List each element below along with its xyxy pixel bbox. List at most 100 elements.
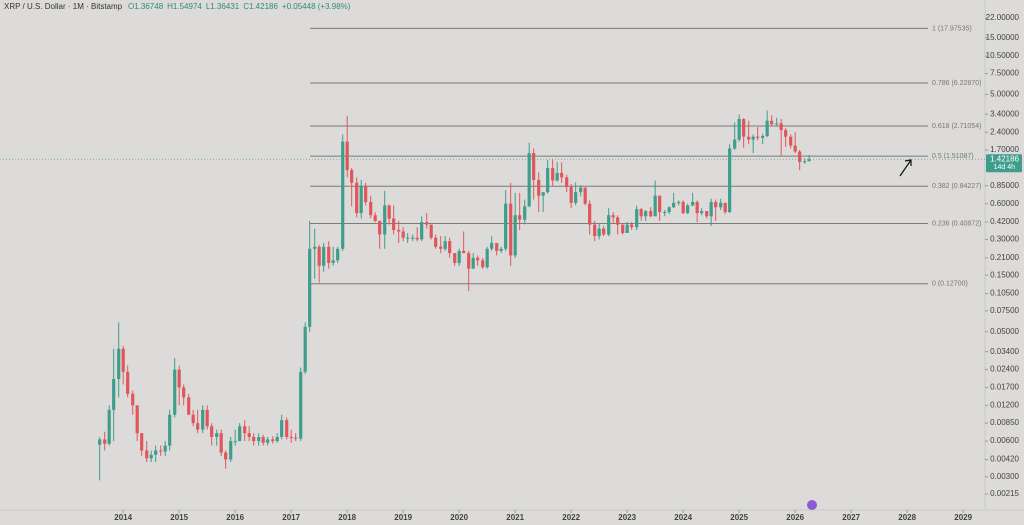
candle-body [331,260,335,263]
candle-body [532,153,536,180]
y-tick-label: 0.01700 [990,383,1019,392]
candle-body [406,237,410,239]
header-value: O1.36748 [128,2,164,11]
y-tick-label: 0.21000 [990,253,1019,262]
y-tick-label: 10.50000 [986,51,1020,60]
candle-body [481,260,485,268]
candle-body [658,195,662,213]
candle-body [555,172,559,181]
candle-body [121,348,125,372]
candle-body [569,186,573,203]
candle-body [224,452,228,460]
candle-body [182,387,186,398]
candle-body [574,192,578,203]
candle-body [154,450,158,455]
candle-body [350,170,354,183]
candle-body [425,222,429,225]
candle-body [700,211,704,214]
candle-body [107,409,111,444]
x-tick-label: 2022 [562,513,580,522]
candle-body [322,246,326,266]
candle-body [243,426,247,434]
y-tick-label: 0.05000 [990,327,1019,336]
candle-body [770,120,774,125]
y-tick-label: 0.01200 [990,400,1019,409]
candle-body [803,161,807,163]
y-tick-label: 7.50000 [990,69,1019,78]
candle-body [317,246,321,266]
fib-label: 0.382 (0.84227) [932,183,981,190]
candle-body [775,123,779,125]
candle-body [513,215,517,256]
candle-body [663,212,667,214]
candle-body [159,450,163,452]
header-value: L1.36431 [206,2,240,11]
fib-label: 0.786 (6.22870) [932,80,981,87]
candle-body [611,215,615,218]
y-tick-label: 0.85000 [990,181,1019,190]
y-tick-label: 0.00600 [990,436,1019,445]
candle-body [467,253,471,269]
candle-body [616,217,620,225]
candle-body [397,230,401,232]
candle-body [546,167,550,193]
candle-body [453,253,457,263]
candle-body [695,201,699,214]
candle-body [201,409,205,430]
candle-body [798,151,802,162]
candle-body [471,257,475,269]
candle-body [98,439,102,445]
candle-body [336,248,340,261]
candle-body [173,369,177,415]
candle-body [541,192,545,196]
last-price-tag [986,154,1022,173]
candle-body [420,222,424,240]
candle-body [565,177,569,187]
candle-body [359,185,363,214]
candle-body [761,136,765,138]
candle-body [229,441,233,460]
candle-body [457,250,461,263]
candle-body [462,250,466,254]
header-value: C1.42186 [243,2,278,11]
candle-body [238,426,242,442]
x-tick-label: 2016 [226,513,244,522]
x-tick-label: 2028 [898,513,916,522]
candle-body [672,202,676,208]
y-tick-label: 0.00420 [990,455,1019,464]
x-tick-label: 2021 [506,513,524,522]
candle-body [168,414,172,446]
fib-label: 0.5 (1.51087) [932,153,974,160]
price-axis: 22.00000 15.00000 10.50000 7.50000 5.00000 3.… [114,13,1019,522]
candle-body [705,211,709,217]
candle-body [779,123,783,131]
candle-body [289,436,293,438]
y-tick-label: 0.02400 [990,365,1019,374]
candle-body [686,205,690,214]
candle-body [593,224,597,237]
candle-body [135,405,139,434]
candle-body [271,439,275,442]
y-tick-label: 0.15000 [990,270,1019,279]
y-tick-label: 2.40000 [990,127,1019,136]
candle-body [401,231,405,238]
candle-body [649,211,653,217]
candle-body [439,246,443,249]
candle-body [691,201,695,206]
candle-body [257,436,261,442]
candle-body [681,201,685,214]
candle-body [583,187,587,204]
candle-body [499,248,503,251]
candle-body [733,139,737,149]
candle-body [639,209,643,217]
candle-body [667,207,671,213]
x-tick-label: 2027 [842,513,860,522]
candle-body [588,203,592,225]
candle-body [266,439,270,443]
candle-body [714,201,718,208]
chart-title: XRP / U.S. Dollar · 1M · Bitstamp [4,2,123,11]
last-price-label: 1.42186 [990,154,1019,163]
candle-body [196,423,200,430]
fib-label: 0.618 (2.71054) [932,123,981,130]
candle-body [789,136,793,146]
